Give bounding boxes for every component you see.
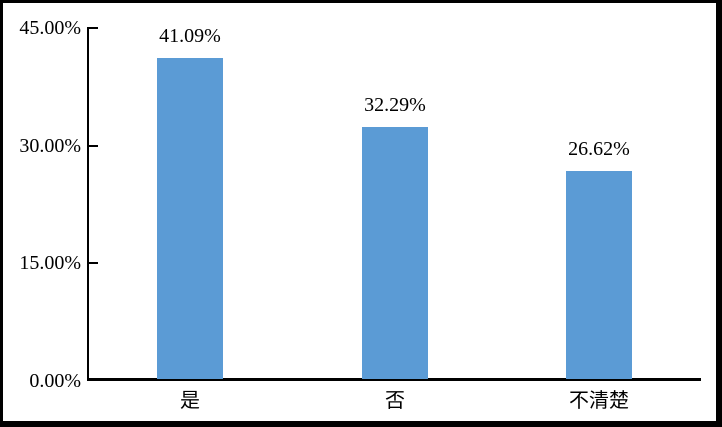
y-axis-tick-mark: [88, 145, 98, 147]
category-label-1: 是: [180, 390, 200, 412]
y-axis-line: [87, 27, 89, 381]
y-axis-tick-label: 30.00%: [19, 135, 81, 157]
data-label-2: 32.29%: [364, 94, 426, 116]
bar-1: [157, 58, 223, 379]
y-axis-tick-label: 15.00%: [19, 252, 81, 274]
y-axis-tick-mark: [88, 27, 98, 29]
y-axis-tick-label: 0.00%: [29, 370, 81, 392]
bar-chart: 45.00% 30.00% 15.00% 0.00% 41.09% 32.29% 26.6…: [3, 3, 716, 421]
data-label-1: 41.09%: [159, 25, 221, 47]
data-label-3: 26.62%: [568, 138, 630, 160]
y-axis-tick-label: 45.00%: [19, 17, 81, 39]
y-axis-tick-mark: [88, 262, 98, 264]
x-axis-line: [87, 378, 701, 381]
bar-3: [566, 171, 632, 379]
category-label-2: 否: [385, 390, 405, 412]
category-label-3: 不清楚: [569, 390, 629, 412]
bar-2: [362, 127, 428, 379]
